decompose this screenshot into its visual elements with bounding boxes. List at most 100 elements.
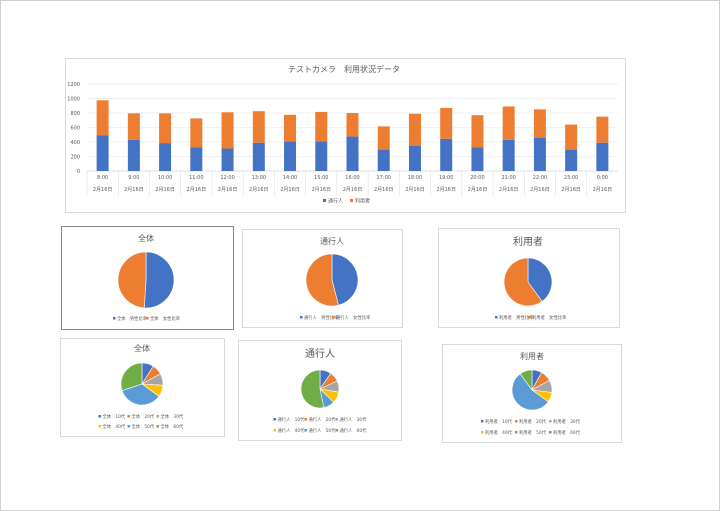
pie-legend-label: 通行人 10代 [278,416,306,423]
x-tick-label: 9:00 [128,175,139,181]
x-tick-label: 18:00 [408,175,422,181]
x-tick-sublabel: 2月16日 [343,187,363,193]
pie-slice [527,257,553,302]
pie-slice [300,369,325,409]
pie-legend-label: 全体 30代 [161,413,184,420]
x-tick-sublabel: 2月16日 [405,187,425,193]
legend-marker [350,199,353,202]
pie-legend-marker [156,425,159,428]
pie-slice [331,253,359,306]
bar-users [408,113,421,146]
bar-passerby [346,136,359,171]
pie-legend-label: 全体 10代 [103,413,126,420]
x-tick-label: 12:00 [220,175,234,181]
pie-legend-label: 利用者 女性比率 [532,314,567,321]
pie-legend-label: 利用者 50代 [519,429,547,436]
pie-slice [503,257,543,307]
pie-legend-marker [273,418,276,421]
pie-slice [143,251,175,309]
x-tick-label: 10:00 [158,175,172,181]
bar-chart-title: テストカメラ 利用状況データ [288,64,400,74]
x-tick-sublabel: 2月16日 [374,187,394,193]
pie-legend-label: 利用者 30代 [553,418,581,425]
x-tick-label: 17:00 [377,175,391,181]
pie-legend-marker [515,420,518,423]
pie-title: 全体 [134,343,150,353]
x-tick-sublabel: 2月16日 [311,187,331,193]
pie-legend-label: 利用者 20代 [519,418,547,425]
y-tick-label: 200 [70,155,80,161]
y-tick-label: 1200 [67,82,80,88]
x-tick-sublabel: 2月16日 [218,187,238,193]
bar-users [471,115,484,148]
bar-passerby [252,142,265,171]
pie-legend-marker [304,418,307,421]
bar-users [315,111,328,142]
pie-legend-marker [304,429,307,432]
pie-slice [511,373,549,411]
pie-legend-marker [332,316,335,319]
bar-passerby [315,141,328,171]
bar-users [284,114,297,142]
x-tick-sublabel: 2月16日 [155,187,175,193]
pie-legend-marker [127,415,130,418]
bar-users [96,100,109,136]
x-tick-label: 8:00 [97,175,108,181]
pie-legend-label: 通行人 20代 [309,416,337,423]
y-tick-label: 600 [70,126,80,132]
y-tick-label: 400 [70,140,80,146]
pie-legend-label: 全体 50代 [132,423,155,430]
x-tick-label: 23:00 [564,175,578,181]
pie-title: 利用者 [520,351,544,361]
pie-legend-marker [481,420,484,423]
pie-legend-label: 利用者 60代 [553,429,581,436]
pie-legend-marker [273,429,276,432]
x-tick-sublabel: 2月16日 [124,187,144,193]
pie-slice [519,369,533,391]
pie-legend-label: 通行人 女性比率 [336,314,371,321]
bar-users [440,107,453,139]
x-tick-sublabel: 2月16日 [468,187,488,193]
x-tick-label: 15:00 [314,175,328,181]
bar-passerby [565,149,578,171]
x-tick-sublabel: 2月16日 [187,187,207,193]
pie-legend-marker [335,429,338,432]
bar-users [190,118,203,148]
pie-legend-label: 通行人 50代 [309,427,337,434]
x-tick-label: 22:00 [533,175,547,181]
pie-title: 利用者 [513,236,543,248]
pie-slice [120,362,143,391]
bar-users [127,113,140,140]
bar-users [252,111,265,143]
pie-legend-marker [127,425,130,428]
pie-legend-label: 通行人 男性比率 [304,314,339,321]
x-tick-label: 0:00 [597,175,608,181]
bar-users [565,124,578,150]
pie-legend-label: 全体 20代 [132,413,155,420]
pie-title: 通行人 [305,347,335,360]
pie-legend-marker [156,415,159,418]
bar-users [346,113,359,137]
pie-legend-marker [515,431,518,434]
y-tick-label: 1000 [67,97,80,103]
pie-legend-marker [146,317,149,320]
bar-users [221,112,234,149]
bar-users [502,106,515,140]
pie-legend-marker [528,316,531,319]
legend-label: 利用者 [355,198,370,205]
bar-passerby [127,139,140,171]
x-tick-label: 14:00 [283,175,297,181]
pie-legend-label: 全体 60代 [161,423,184,430]
x-tick-sublabel: 2月16日 [249,187,269,193]
pie-legend-label: 全体 女性比率 [150,315,181,322]
pie-legend-label: 利用者 10代 [485,418,513,425]
pie-legend-marker [335,418,338,421]
x-tick-label: 21:00 [501,175,515,181]
bar-passerby [533,137,546,171]
pie-legend-marker [549,420,552,423]
bar-passerby [596,142,609,171]
bar-users [533,109,546,138]
x-tick-sublabel: 2月16日 [499,187,519,193]
pie-legend-label: 全体 男性比率 [117,315,148,322]
